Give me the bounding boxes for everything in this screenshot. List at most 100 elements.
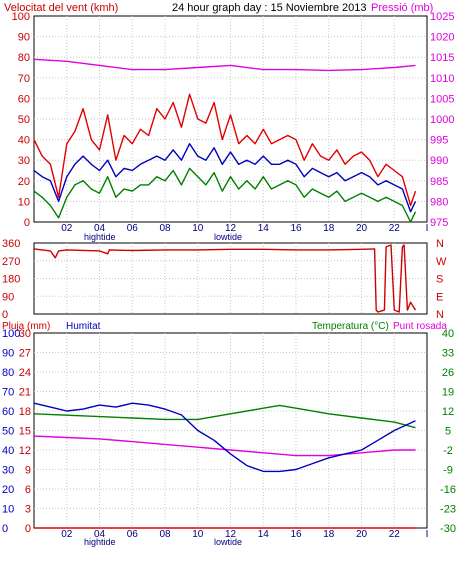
rain-y-tick-4: 12 <box>19 445 31 457</box>
humidity-title: Humitat <box>66 321 101 332</box>
climate-x-tick-5: 12 <box>225 529 237 540</box>
pressure-y-tick-10: 1025 <box>430 11 454 23</box>
compass-tick-0: N <box>436 238 444 250</box>
pressure-y-tick-8: 1015 <box>430 52 454 64</box>
climate-x-tick-3: 08 <box>159 529 171 540</box>
wind-panel-series <box>33 58 417 223</box>
graph-title: 24 hour graph day : 15 Noviembre 2013 <box>172 2 366 14</box>
direction-y-tick-2: 180 <box>2 274 20 286</box>
climate-x-tick-10: 22 <box>389 529 401 540</box>
wind-y-tick-5: 50 <box>18 114 30 126</box>
wind-x-tick-0: 02 <box>61 223 73 234</box>
rain-y-tick-10: 30 <box>19 328 31 340</box>
pressure-line <box>33 58 416 72</box>
pressure-y-tick-5: 1000 <box>430 114 454 126</box>
temperature-y-tick-0: 40 <box>442 328 454 340</box>
wind-y-tick-8: 80 <box>18 52 30 64</box>
climate-x-tick-7: 16 <box>290 529 302 540</box>
wind-y-axis-labels: 0 10 20 30 40 50 60 70 80 90 100 <box>12 11 30 229</box>
dewpoint-line <box>33 435 416 457</box>
wind-x-tick-10: 22 <box>389 223 401 234</box>
humidity-y-tick-4: 40 <box>2 445 14 457</box>
wind-x-tick-2: 06 <box>127 223 139 234</box>
wind-y-tick-4: 40 <box>18 135 30 147</box>
hightide-label: hightide <box>84 232 116 242</box>
temperature-y-tick-8: -16 <box>440 484 456 496</box>
wind-y-tick-1: 10 <box>18 196 30 208</box>
humidity-y-axis-labels: 0 10 20 30 40 50 60 70 80 90 100 <box>2 328 20 535</box>
rain-y-axis-labels: 0 3 6 9 12 15 18 21 24 27 30 <box>19 328 31 535</box>
wind-average-line <box>33 142 417 213</box>
temperature-y-tick-10: -30 <box>440 523 456 535</box>
humidity-y-tick-0: 0 <box>2 523 8 535</box>
rain-title: Pluja (mm) <box>2 321 50 332</box>
temperature-y-tick-9: -23 <box>440 504 456 516</box>
direction-y-tick-4: 360 <box>2 238 20 250</box>
wind-x-tick-8: 18 <box>323 223 335 234</box>
wind-min-line <box>33 167 417 223</box>
wind-x-tick-11: I <box>426 223 429 234</box>
temperature-y-tick-4: 12 <box>442 406 454 418</box>
direction-y-axis-labels: 0 90 180 270 360 <box>2 238 20 321</box>
climate-x-tick-9: 20 <box>356 529 368 540</box>
climate-x-tick-1: 04 <box>94 529 106 540</box>
temperature-y-tick-1: 33 <box>442 348 454 360</box>
wind-x-tick-5: 12 <box>225 223 237 234</box>
wind-x-tick-6: 14 <box>258 223 270 234</box>
climate-x-axis-labels: 02 04 06 08 10 12 14 16 18 20 22 I <box>61 529 428 540</box>
direction-panel-series <box>33 244 417 313</box>
temperature-y-tick-3: 19 <box>442 387 454 399</box>
temperature-y-tick-7: -9 <box>443 465 453 477</box>
rain-y-tick-6: 18 <box>19 406 31 418</box>
pressure-y-tick-4: 995 <box>430 135 448 147</box>
humidity-y-tick-5: 50 <box>2 426 14 438</box>
climate-panel-grid <box>34 333 427 528</box>
rain-y-tick-0: 0 <box>25 523 31 535</box>
wind-y-tick-2: 20 <box>18 176 30 188</box>
pressure-y-tick-9: 1020 <box>430 32 454 44</box>
wind-x-tick-3: 08 <box>159 223 171 234</box>
climate-panel-series <box>33 402 416 529</box>
rain-y-tick-2: 6 <box>25 484 31 496</box>
compass-tick-3: E <box>436 291 443 303</box>
wind-y-tick-6: 60 <box>18 93 30 105</box>
climate-x-tick-6: 14 <box>258 529 270 540</box>
rain-y-tick-8: 24 <box>19 367 31 379</box>
wind-x-axis-labels: 02 04 06 08 10 12 14 16 18 20 22 I <box>61 223 428 234</box>
compass-tick-1: W <box>436 256 447 268</box>
wind-y-tick-10: 100 <box>12 11 30 23</box>
direction-y-tick-3: 270 <box>2 256 20 268</box>
dewpoint-title: Punt rosada <box>393 321 447 332</box>
pressure-y-tick-0: 975 <box>430 217 448 229</box>
pressure-y-tick-7: 1010 <box>430 73 454 85</box>
wind-y-tick-7: 70 <box>18 73 30 85</box>
direction-panel-grid <box>34 243 427 314</box>
wind-y-tick-3: 30 <box>18 155 30 167</box>
hightide-label-bottom: hightide <box>84 537 116 547</box>
lowtide-label: lowtide <box>214 232 242 242</box>
rain-y-tick-9: 27 <box>19 348 31 360</box>
humidity-y-tick-10: 100 <box>2 328 20 340</box>
humidity-y-tick-2: 20 <box>2 484 14 496</box>
temperature-y-tick-6: -2 <box>443 445 453 457</box>
temperature-line <box>33 404 416 429</box>
rain-y-tick-5: 15 <box>19 426 31 438</box>
rain-y-tick-7: 21 <box>19 387 31 399</box>
humidity-y-tick-7: 70 <box>2 387 14 399</box>
wind-speed-title: Velocitat del vent (kmh) <box>4 2 118 14</box>
climate-x-tick-4: 10 <box>192 529 204 540</box>
pressure-y-tick-2: 985 <box>430 176 448 188</box>
wind-x-tick-4: 10 <box>192 223 204 234</box>
pressure-title: Pressió (mb) <box>371 2 433 14</box>
compass-tick-2: S <box>436 274 443 286</box>
climate-x-tick-2: 06 <box>127 529 139 540</box>
temperature-title: Temperatura (°C) <box>312 321 389 332</box>
wind-y-tick-0: 0 <box>24 217 30 229</box>
wind-x-tick-1: 04 <box>94 223 106 234</box>
humidity-y-tick-1: 10 <box>2 504 14 516</box>
pressure-y-tick-6: 1005 <box>430 93 454 105</box>
pressure-y-axis-labels: 975 980 985 990 995 1000 1005 1010 1015 1020 1025 <box>430 11 454 229</box>
temperature-y-tick-2: 26 <box>442 367 454 379</box>
